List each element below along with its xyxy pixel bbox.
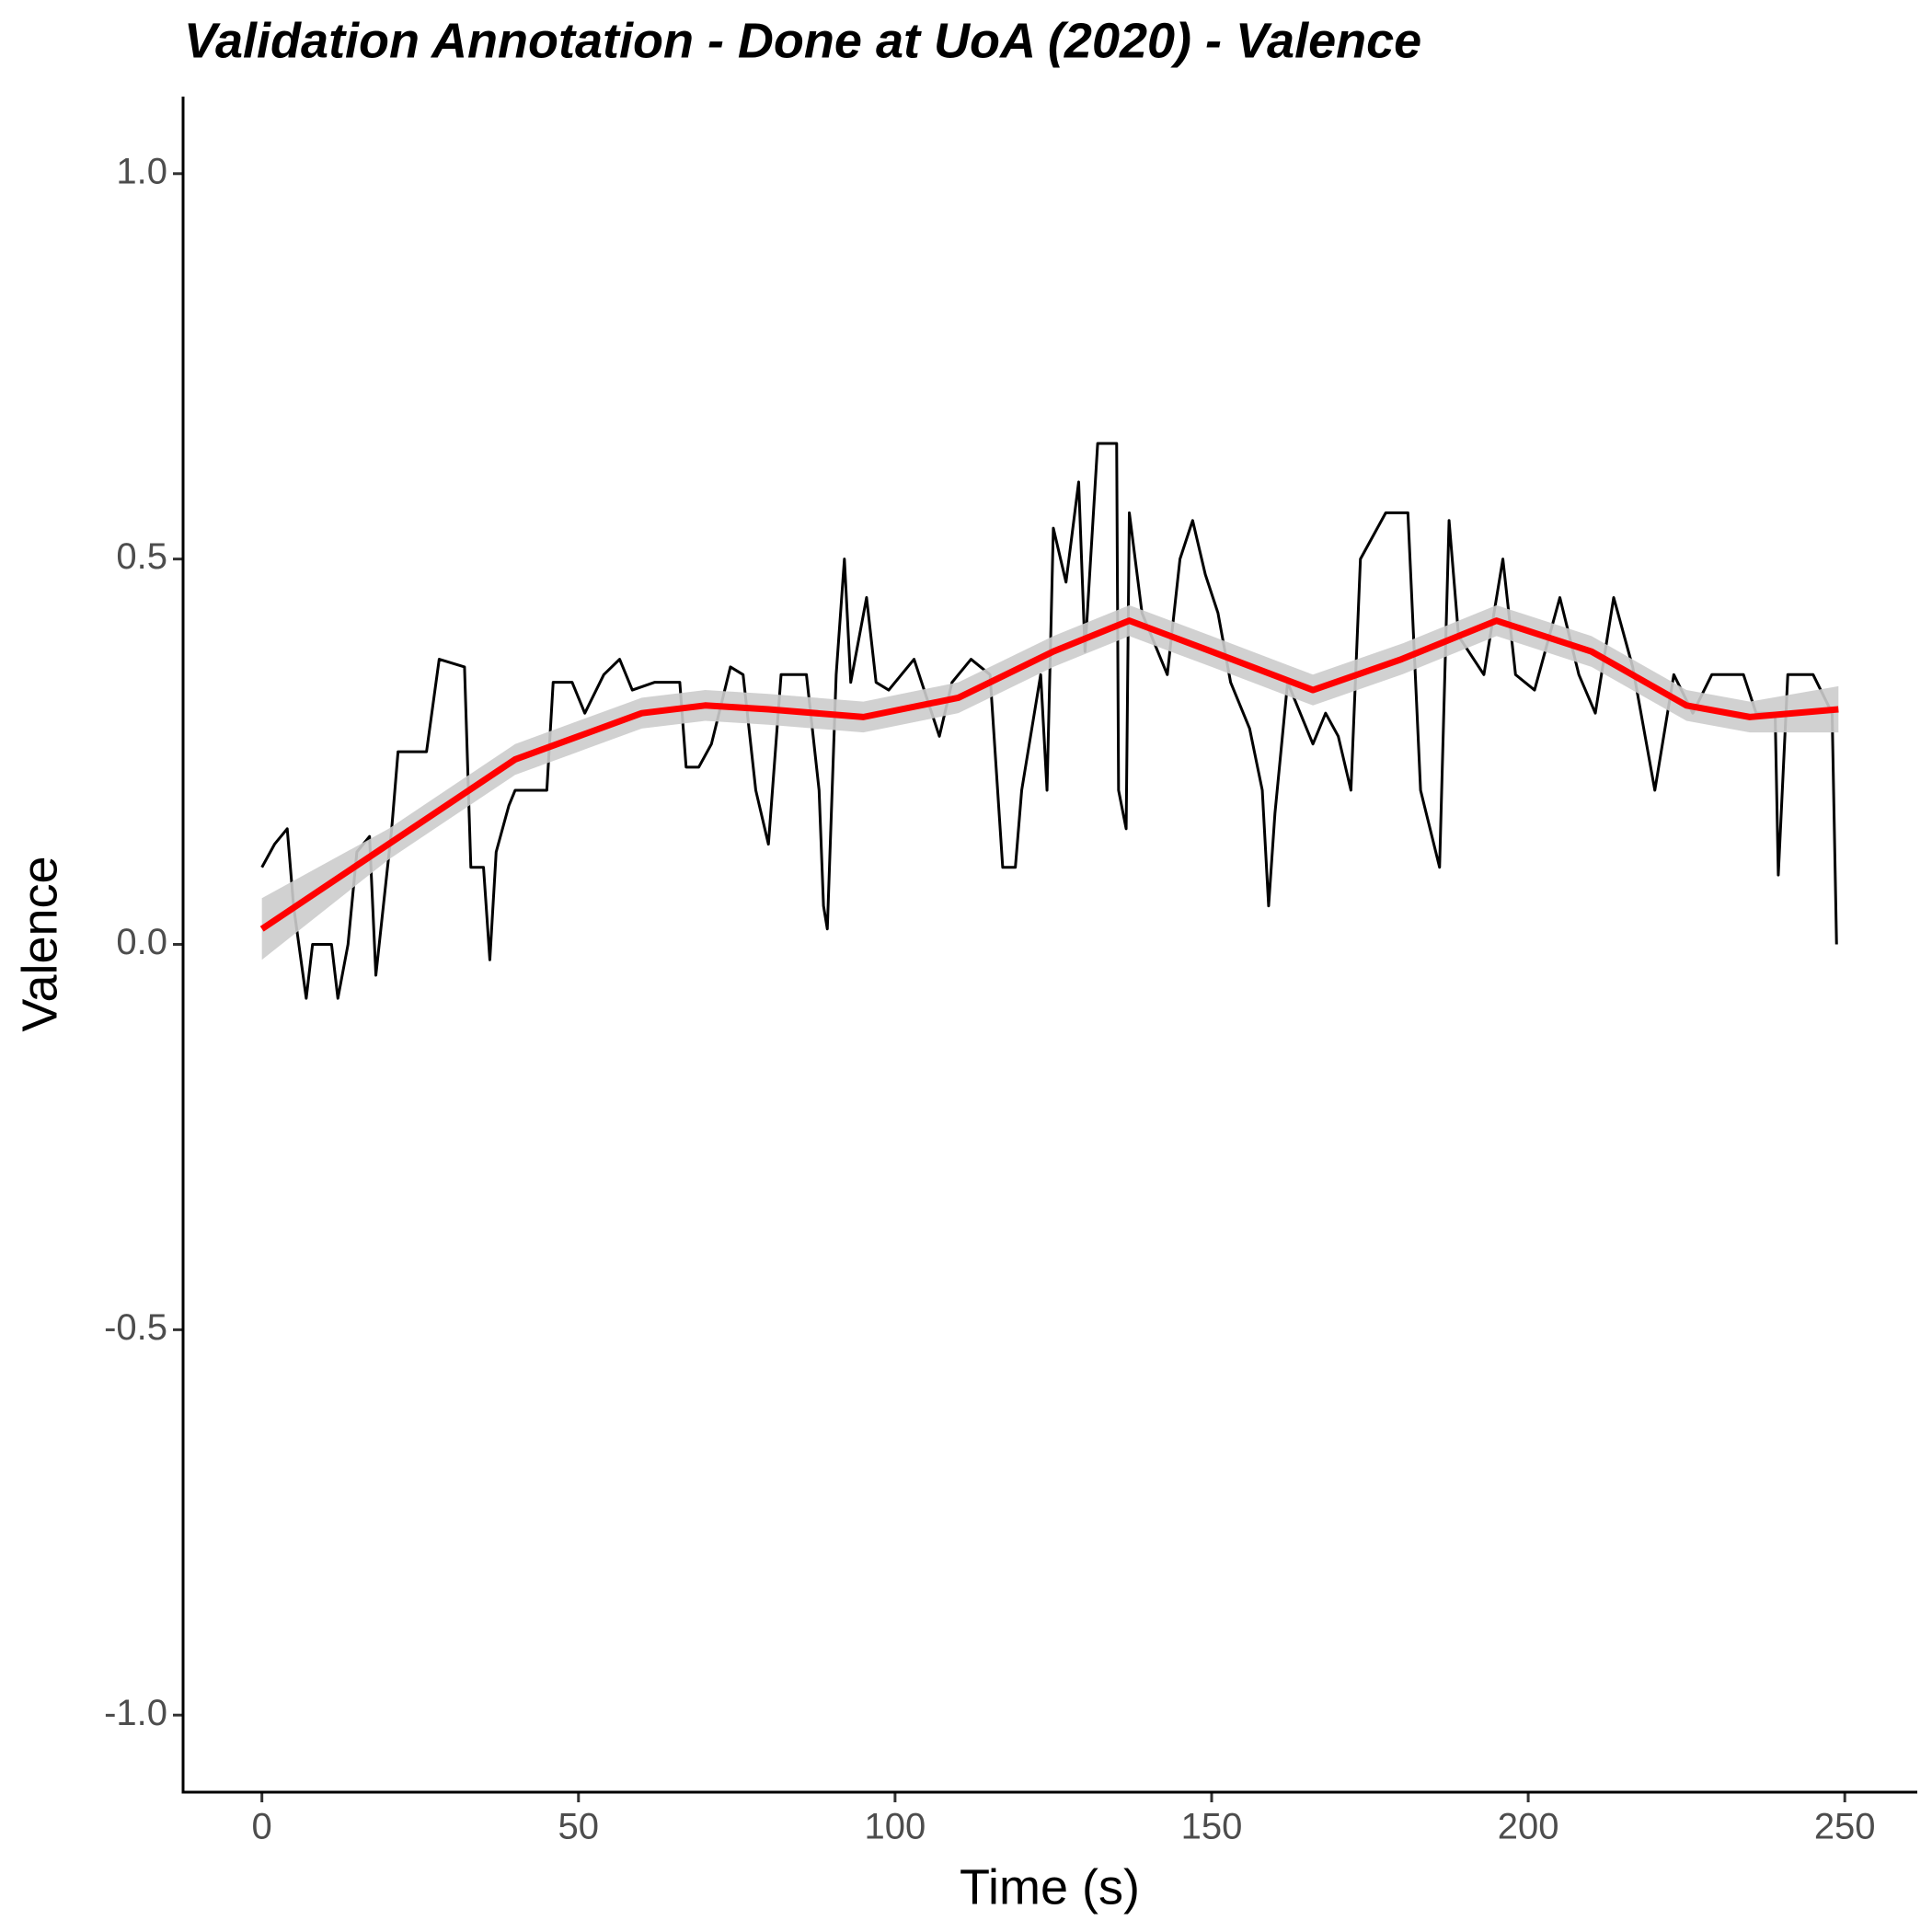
x-tick-label: 50 bbox=[558, 1807, 600, 1847]
annotation-line bbox=[260, 442, 1838, 1000]
x-tick-label: 250 bbox=[1814, 1807, 1876, 1847]
x-tick-label: 200 bbox=[1498, 1807, 1559, 1847]
y-tick-label: 0.5 bbox=[116, 536, 167, 577]
y-tick-label: 0.0 bbox=[116, 922, 167, 962]
x-axis-title: Time (s) bbox=[960, 1859, 1140, 1915]
y-tick-label: -0.5 bbox=[104, 1307, 167, 1348]
x-tick-label: 100 bbox=[865, 1807, 926, 1847]
y-tick-label: 1.0 bbox=[116, 151, 167, 191]
x-tick-label: 150 bbox=[1181, 1807, 1243, 1847]
x-tick-label: 0 bbox=[252, 1807, 272, 1847]
smooth-line bbox=[259, 617, 1839, 932]
y-tick-label: -1.0 bbox=[104, 1693, 167, 1733]
y-axis-title: Valence bbox=[12, 856, 67, 1031]
chart-title: Validation Annotation - Done at UoA (202… bbox=[184, 13, 1421, 68]
